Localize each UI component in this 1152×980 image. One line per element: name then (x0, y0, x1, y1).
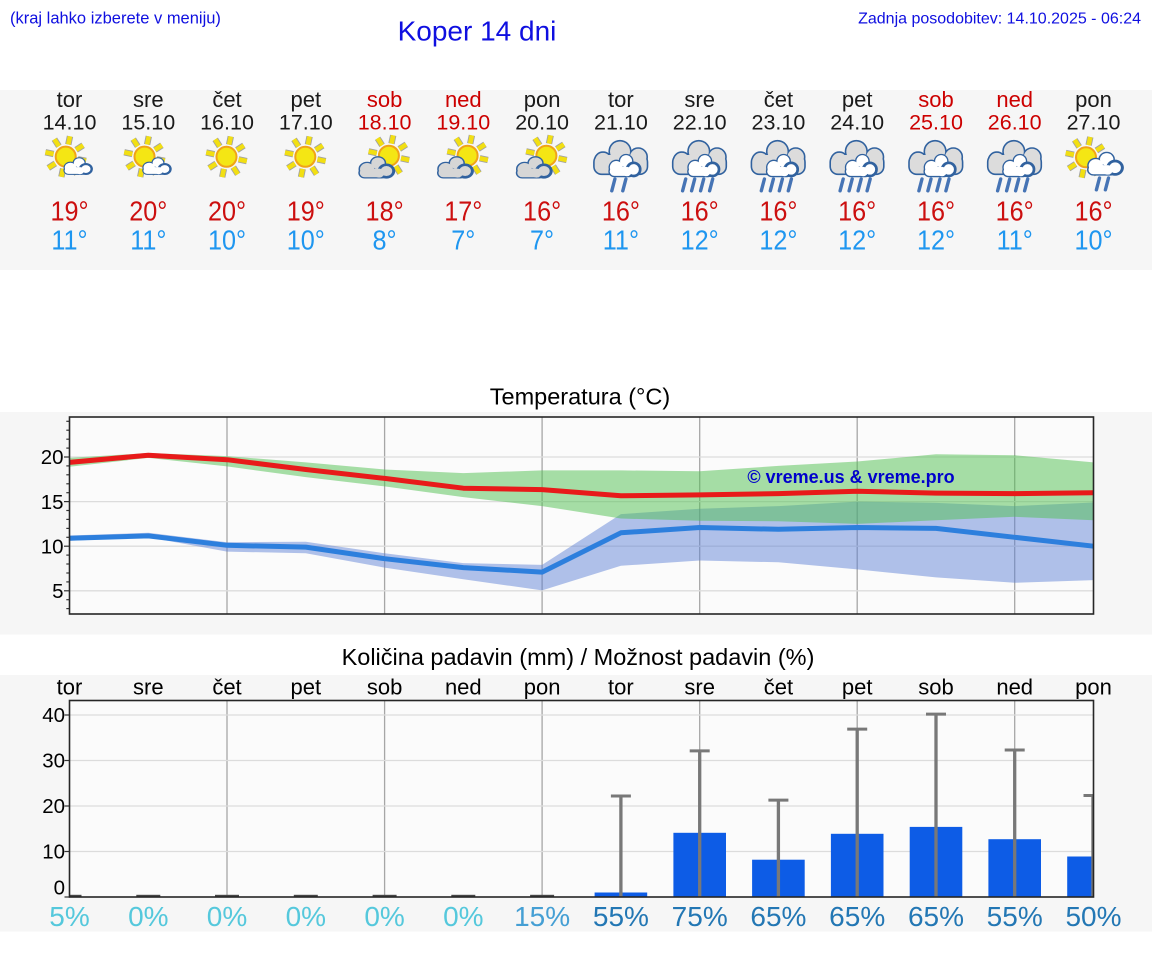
svg-text:26.10: 26.10 (988, 111, 1042, 135)
svg-text:7°: 7° (451, 224, 475, 256)
svg-text:tor: tor (608, 87, 634, 112)
svg-text:15: 15 (41, 491, 64, 514)
svg-text:čet: čet (764, 675, 793, 700)
svg-text:11°: 11° (997, 224, 1033, 256)
svg-text:Temperatura (°C): Temperatura (°C) (490, 384, 670, 410)
svg-text:15%: 15% (514, 901, 570, 932)
svg-text:16°: 16° (838, 195, 876, 227)
svg-text:7°: 7° (530, 224, 554, 256)
svg-text:pon: pon (1075, 87, 1112, 112)
svg-text:17.10: 17.10 (279, 111, 333, 135)
svg-text:55%: 55% (987, 901, 1043, 932)
svg-text:30: 30 (42, 750, 65, 773)
svg-text:50%: 50% (1065, 901, 1121, 932)
svg-text:11°: 11° (130, 224, 166, 256)
svg-text:16°: 16° (996, 195, 1034, 227)
svg-text:10°: 10° (1074, 224, 1112, 256)
svg-text:ned: ned (996, 87, 1033, 112)
svg-text:19.10: 19.10 (436, 111, 490, 135)
svg-text:65%: 65% (908, 901, 964, 932)
svg-text:10°: 10° (287, 224, 325, 256)
svg-text:čet: čet (212, 675, 241, 700)
svg-text:tor: tor (57, 87, 83, 112)
svg-text:sob: sob (367, 675, 402, 700)
svg-text:19°: 19° (50, 195, 88, 227)
svg-text:0%: 0% (128, 901, 168, 932)
svg-text:18.10: 18.10 (358, 111, 412, 135)
svg-text:Zadnja posodobitev: 14.10.2025: Zadnja posodobitev: 14.10.2025 - 06:24 (858, 11, 1141, 28)
svg-text:17°: 17° (444, 195, 482, 227)
svg-text:5: 5 (52, 580, 63, 603)
svg-text:16°: 16° (602, 195, 640, 227)
svg-text:55%: 55% (593, 901, 649, 932)
svg-text:sob: sob (918, 87, 953, 112)
svg-text:16.10: 16.10 (200, 111, 254, 135)
svg-text:16°: 16° (681, 195, 719, 227)
svg-text:© vreme.us & vreme.pro: © vreme.us & vreme.pro (747, 467, 954, 487)
svg-text:21.10: 21.10 (594, 111, 648, 135)
svg-text:pon: pon (524, 675, 561, 700)
svg-text:0%: 0% (207, 901, 247, 932)
svg-text:0: 0 (54, 877, 65, 900)
svg-text:11°: 11° (603, 224, 639, 256)
svg-text:5%: 5% (49, 901, 89, 932)
svg-text:19°: 19° (287, 195, 325, 227)
svg-text:12°: 12° (681, 224, 719, 256)
svg-text:ned: ned (445, 675, 482, 700)
svg-text:8°: 8° (373, 224, 397, 256)
svg-text:65%: 65% (829, 901, 885, 932)
svg-text:10: 10 (41, 535, 64, 558)
svg-text:27.10: 27.10 (1067, 111, 1121, 135)
svg-text:22.10: 22.10 (673, 111, 727, 135)
svg-text:tor: tor (608, 675, 634, 700)
svg-text:0%: 0% (443, 901, 483, 932)
svg-text:16°: 16° (523, 195, 561, 227)
svg-text:sob: sob (918, 675, 953, 700)
svg-text:40: 40 (42, 704, 65, 727)
svg-text:pet: pet (842, 87, 873, 112)
svg-text:25.10: 25.10 (909, 111, 963, 135)
svg-text:15.10: 15.10 (121, 111, 175, 135)
svg-text:(kraj lahko izberete v meniju): (kraj lahko izberete v meniju) (10, 10, 221, 28)
svg-text:pon: pon (1075, 675, 1112, 700)
svg-text:Koper 14 dni: Koper 14 dni (398, 16, 557, 47)
svg-text:11°: 11° (51, 224, 87, 256)
svg-text:0%: 0% (286, 901, 326, 932)
svg-text:16°: 16° (1074, 195, 1112, 227)
svg-text:sre: sre (684, 675, 715, 700)
svg-text:16°: 16° (917, 195, 955, 227)
svg-text:sob: sob (367, 87, 402, 112)
svg-text:0%: 0% (364, 901, 404, 932)
svg-text:čet: čet (764, 87, 793, 112)
svg-text:čet: čet (212, 87, 241, 112)
svg-text:18°: 18° (366, 195, 404, 227)
svg-text:pet: pet (291, 87, 322, 112)
svg-text:pet: pet (842, 675, 873, 700)
svg-text:65%: 65% (750, 901, 806, 932)
svg-text:pet: pet (291, 675, 322, 700)
svg-text:23.10: 23.10 (751, 111, 805, 135)
svg-text:ned: ned (996, 675, 1033, 700)
svg-text:10°: 10° (208, 224, 246, 256)
svg-text:ned: ned (445, 87, 482, 112)
svg-text:12°: 12° (917, 224, 955, 256)
svg-text:24.10: 24.10 (830, 111, 884, 135)
svg-text:20: 20 (42, 795, 65, 818)
svg-text:20°: 20° (129, 195, 167, 227)
svg-text:75%: 75% (672, 901, 728, 932)
svg-text:Količina padavin (mm) / Možnos: Količina padavin (mm) / Možnost padavin … (342, 644, 815, 670)
svg-text:pon: pon (524, 87, 561, 112)
svg-text:sre: sre (684, 87, 715, 112)
svg-text:20.10: 20.10 (515, 111, 569, 135)
svg-text:sre: sre (133, 675, 164, 700)
svg-text:sre: sre (133, 87, 164, 112)
svg-text:12°: 12° (838, 224, 876, 256)
svg-text:tor: tor (57, 675, 83, 700)
svg-text:20: 20 (41, 446, 64, 469)
svg-text:16°: 16° (759, 195, 797, 227)
svg-text:12°: 12° (759, 224, 797, 256)
svg-text:20°: 20° (208, 195, 246, 227)
svg-text:14.10: 14.10 (43, 111, 97, 135)
svg-text:10: 10 (42, 841, 65, 864)
